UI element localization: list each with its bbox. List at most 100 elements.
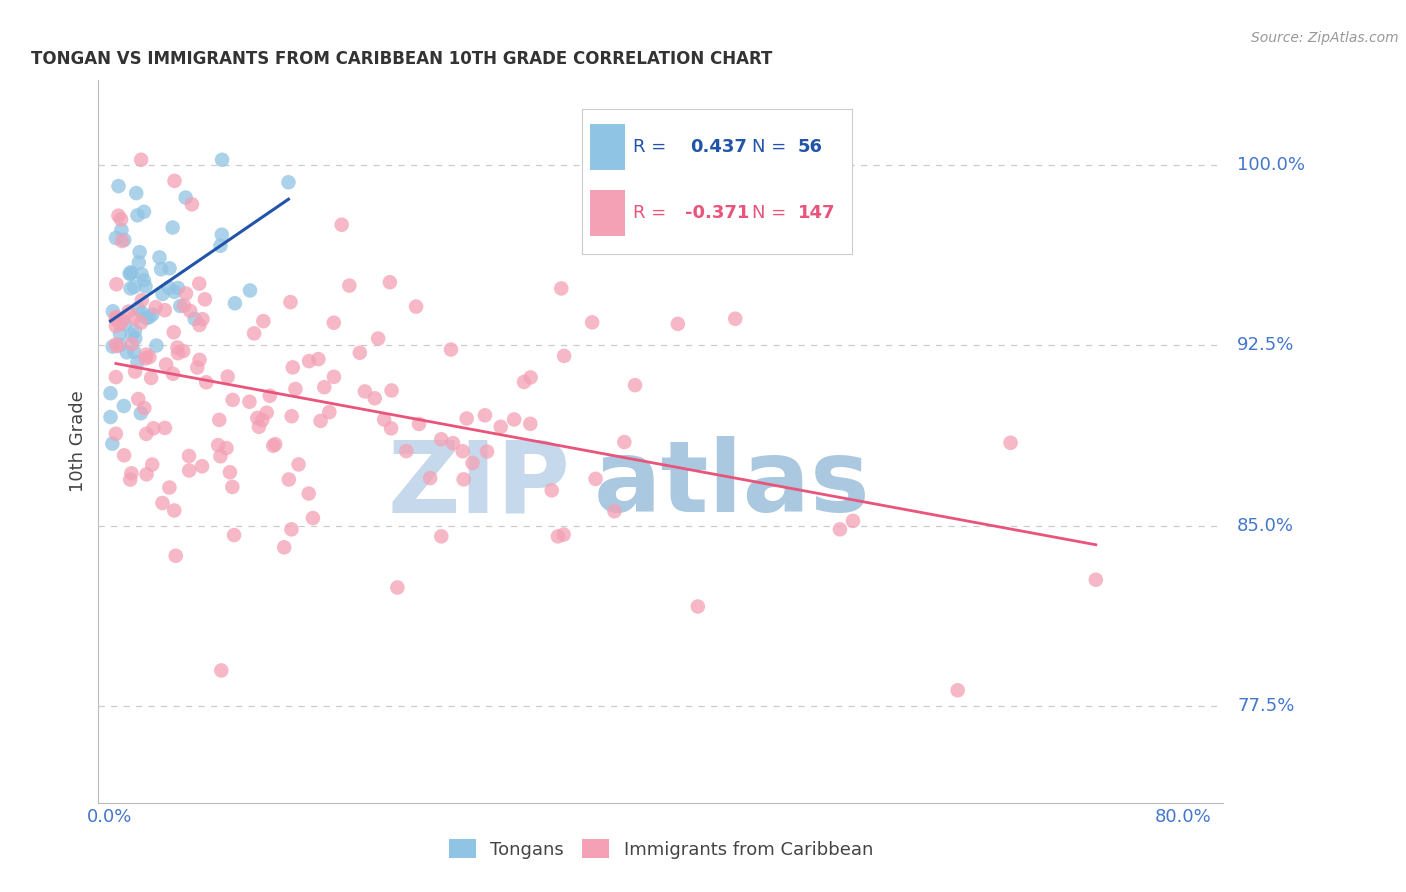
Point — [105, 311, 128, 326]
Point — [152, 496, 174, 510]
Point — [157, 281, 180, 295]
Point — [104, 312, 127, 326]
Point — [169, 299, 191, 313]
Point — [367, 332, 389, 346]
Point — [1084, 573, 1107, 587]
Point — [330, 218, 353, 232]
Point — [603, 504, 626, 518]
Point — [125, 186, 148, 201]
Point — [298, 354, 321, 368]
Point — [453, 472, 475, 486]
Point — [124, 280, 146, 294]
Point — [145, 338, 167, 352]
Point — [395, 444, 418, 458]
Point — [553, 349, 575, 363]
Point — [314, 380, 336, 394]
Point — [134, 351, 156, 366]
Point — [209, 450, 232, 464]
Point — [273, 541, 295, 555]
Point — [222, 528, 245, 542]
Point — [183, 311, 205, 326]
Point — [163, 325, 186, 339]
Point — [138, 350, 160, 364]
Point — [461, 456, 484, 470]
Point — [724, 311, 747, 326]
Point — [540, 483, 562, 498]
Point — [215, 441, 238, 455]
Point — [373, 412, 395, 426]
Point — [139, 371, 162, 385]
Point — [131, 268, 153, 282]
Point — [302, 511, 325, 525]
Point — [150, 262, 173, 277]
Point — [280, 522, 302, 536]
Point — [120, 281, 142, 295]
Point — [221, 480, 243, 494]
Point — [256, 406, 278, 420]
Point — [239, 284, 262, 298]
Point — [179, 304, 201, 318]
Text: atlas: atlas — [593, 436, 870, 533]
Point — [110, 223, 132, 237]
Point — [513, 375, 536, 389]
Point — [252, 314, 274, 328]
Point — [408, 417, 430, 431]
Point — [138, 310, 160, 324]
Point — [101, 436, 124, 450]
Point — [354, 384, 377, 399]
Point — [194, 293, 217, 307]
Point — [122, 344, 145, 359]
Point — [108, 326, 131, 341]
Point — [165, 549, 187, 563]
Point — [132, 273, 155, 287]
Point — [211, 227, 233, 242]
Point — [135, 467, 157, 482]
Point — [131, 306, 153, 320]
Point — [101, 304, 124, 318]
Point — [613, 435, 636, 450]
Point — [120, 473, 142, 487]
Point — [141, 458, 163, 472]
Point — [162, 220, 184, 235]
Point — [387, 581, 409, 595]
Point — [129, 316, 152, 330]
Point — [238, 394, 260, 409]
Point — [142, 421, 165, 435]
Point — [585, 472, 607, 486]
Point — [174, 286, 197, 301]
Point — [211, 153, 233, 167]
Point — [121, 337, 143, 351]
Point — [430, 432, 453, 446]
Text: 85.0%: 85.0% — [1237, 516, 1294, 535]
Point — [163, 174, 186, 188]
Point — [318, 405, 340, 419]
Point — [277, 175, 299, 189]
Point — [153, 303, 176, 318]
Point — [117, 304, 139, 318]
Point — [111, 234, 134, 248]
Point — [104, 337, 127, 351]
Point — [173, 299, 195, 313]
Point — [262, 439, 284, 453]
Point — [474, 409, 496, 423]
Point — [112, 233, 135, 247]
Point — [135, 426, 157, 441]
Point — [217, 369, 239, 384]
Point — [323, 369, 346, 384]
Point — [100, 386, 122, 401]
Point — [281, 360, 304, 375]
Point — [112, 399, 135, 413]
Text: 92.5%: 92.5% — [1237, 336, 1295, 354]
Point — [581, 315, 603, 329]
Point — [1000, 435, 1022, 450]
Point — [380, 421, 402, 435]
Point — [163, 503, 186, 517]
Point — [252, 413, 274, 427]
Point — [475, 444, 498, 458]
Point — [547, 529, 569, 543]
Point — [441, 436, 464, 450]
Point — [124, 331, 146, 345]
Point — [105, 310, 128, 324]
Point — [131, 293, 153, 308]
Point — [207, 438, 229, 452]
